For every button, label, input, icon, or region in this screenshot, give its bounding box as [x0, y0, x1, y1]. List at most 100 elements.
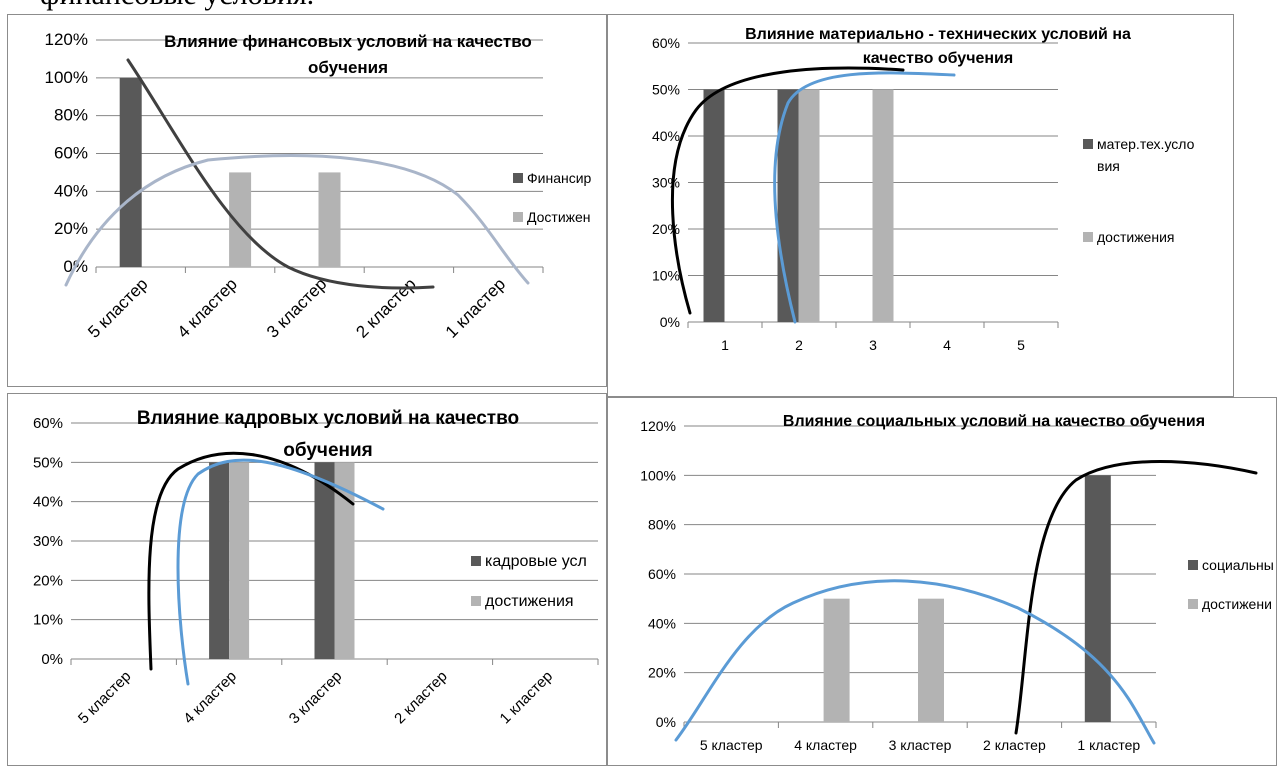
y-tick-label: 40% [54, 181, 88, 200]
legend-swatch [513, 212, 523, 222]
x-tick-label: 3 кластер [889, 737, 952, 753]
bar-achievement [334, 462, 355, 659]
y-tick-label: 30% [33, 533, 63, 550]
x-tick-label: 3 [869, 337, 877, 353]
x-tick-label: 1 [721, 337, 729, 353]
trend-curve-blue [773, 71, 956, 324]
legend-label: вия [1097, 158, 1120, 174]
chart-social: 0% 20% 40% 60% 80% 100% 120% 5 кластер 4 кластер… [640, 413, 1274, 753]
y-tick-label: 50% [652, 82, 680, 98]
bar-achievement [229, 172, 252, 267]
x-tick-label: 5 кластер [700, 737, 763, 753]
bar-condition [1084, 475, 1111, 722]
x-tick-label: 2 кластер [391, 668, 451, 728]
x-tick-label: 1 кластер [1077, 737, 1140, 753]
y-tick-label: 100% [45, 68, 88, 87]
chart-title-line: обучения [308, 58, 388, 77]
y-tick-label: 120% [640, 418, 676, 434]
legend-swatch [471, 556, 481, 566]
chart-financial: 0%20%40%60%80%100%120%5 кластер 4 кластер… [45, 30, 592, 342]
y-tick-label: 20% [54, 219, 88, 238]
trend-curve-blue [674, 579, 1156, 745]
x-tick-label: 2 кластер [983, 737, 1046, 753]
x-tick-label: 2 кластер [352, 274, 419, 341]
x-tick-label: 3 кластер [286, 668, 346, 728]
y-tick-label: 60% [33, 415, 63, 432]
x-tick-label: 5 кластер [75, 668, 135, 728]
chart-material: 0% 10% 20% 30% 40% 50% 60% 1 2 3 4 5 Влияние материа… [652, 26, 1195, 353]
y-tick-label: 80% [648, 517, 676, 533]
y-tick-label: 40% [648, 615, 676, 631]
bar-condition [119, 77, 142, 267]
legend-label: кадровые усл [485, 553, 587, 570]
legend-label: достижения [485, 593, 574, 610]
x-tick-label: 2 [795, 337, 803, 353]
chart-material-panel: 0% 10% 20% 30% 40% 50% 60% 1 2 3 4 5 Влияние материа… [607, 14, 1234, 397]
bar-achievement [229, 462, 250, 659]
chart-title-line: обучения [283, 440, 373, 461]
x-tick-label: 1 кластер [497, 668, 557, 728]
y-tick-label: 60% [652, 35, 680, 51]
bar-condition [209, 462, 230, 659]
y-tick-label: 10% [33, 612, 63, 629]
bar-achievement [318, 172, 341, 267]
y-tick-label: 20% [648, 665, 676, 681]
legend-label: социальны [1202, 557, 1274, 573]
trend-curve-blue [176, 458, 385, 686]
chart-title-line: Влияние финансовых условий на качество [164, 32, 532, 51]
y-tick-label: 50% [33, 454, 63, 471]
y-tick-label: 60% [648, 566, 676, 582]
x-tick-label: 1 кластер [442, 274, 509, 341]
x-tick-label: 5 [1017, 337, 1025, 353]
y-tick-label: 10% [652, 268, 680, 284]
chart-title-line: Влияние социальных условий на качество о… [783, 413, 1205, 430]
legend-label: достижения [1097, 229, 1174, 245]
legend-swatch [1188, 599, 1198, 609]
chart-title-line: качество обучения [863, 50, 1013, 67]
y-tick-label: 20% [33, 572, 63, 589]
chart-financial-panel: 0% 20% 40% 60% 80% 100% 120% 5 кластер 4 кластер… [7, 14, 607, 387]
y-tick-label: 30% [652, 175, 680, 191]
x-tick-label: 5 кластер [84, 274, 151, 341]
chart-title-line: Влияние кадровых условий на качество [137, 408, 519, 429]
legend-swatch [1083, 139, 1093, 149]
y-tick-label: 20% [652, 221, 680, 237]
legend-swatch [1188, 560, 1198, 570]
bar-achievement [823, 598, 850, 722]
legend-swatch [513, 173, 523, 183]
trend-curve-light [64, 154, 530, 287]
x-tick-label: 4 кластер [794, 737, 857, 753]
chart-social-panel: 0% 20% 40% 60% 80% 100% 120% 5 кластер 4 кластер… [607, 397, 1277, 766]
legend-label: матер.тех.усло [1097, 136, 1195, 152]
y-tick-label: 40% [33, 494, 63, 511]
legend-label: Достижен [527, 209, 591, 225]
y-tick-label: 120% [45, 30, 88, 49]
bar-condition [703, 89, 725, 322]
y-tick-label: 80% [54, 106, 88, 125]
y-tick-label: 40% [652, 128, 680, 144]
chart-staff: 0% 10% 20% 30% 40% 50% 60% 5 кластер 4 кластер 3 … [33, 408, 599, 728]
bar-achievement [798, 89, 820, 322]
bar-achievement [918, 598, 944, 722]
x-tick-label: 4 кластер [174, 274, 241, 341]
y-tick-label: 0% [41, 651, 63, 668]
x-tick-label: 4 [943, 337, 951, 353]
bar-achievement [872, 89, 894, 322]
trend-curve-black [670, 66, 905, 315]
y-tick-label: 0% [656, 714, 676, 730]
trend-curve-black [1014, 460, 1258, 735]
x-tick-label: 3 кластер [263, 274, 330, 341]
legend-swatch [1083, 232, 1093, 242]
x-tick-label: 4 кластер [180, 668, 240, 728]
chart-staff-panel: 0% 10% 20% 30% 40% 50% 60% 5 кластер 4 кластер 3 … [7, 393, 607, 766]
y-tick-label: 60% [54, 144, 88, 163]
legend-label: Финансир [527, 170, 592, 186]
y-tick-label: 100% [640, 467, 676, 483]
trend-curve-black [147, 451, 355, 671]
trend-curve-dark [126, 58, 435, 290]
chart-title-line: Влияние материально - технических услови… [745, 26, 1131, 43]
legend-swatch [471, 596, 481, 606]
legend-label: достижени [1202, 596, 1272, 612]
y-tick-label: 0% [660, 314, 680, 330]
